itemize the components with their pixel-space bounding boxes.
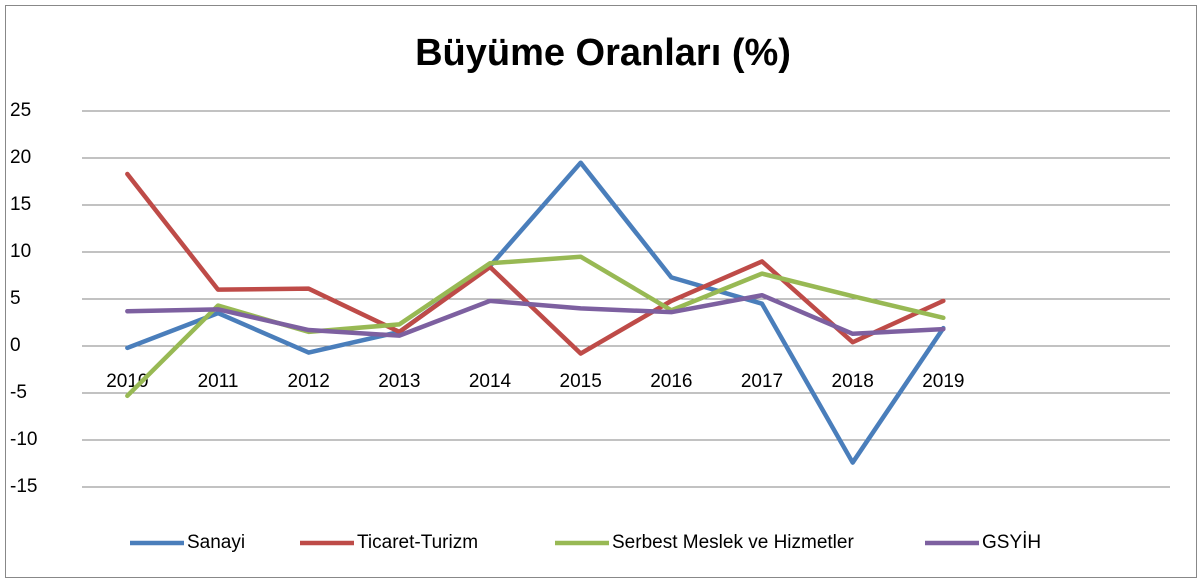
legend-label: Sanayi bbox=[187, 532, 245, 553]
y-tick-label: 20 bbox=[10, 147, 31, 168]
y-tick-label: 0 bbox=[10, 335, 21, 356]
x-tick-label: 2018 bbox=[832, 371, 874, 392]
y-tick-label: -10 bbox=[10, 429, 37, 450]
series-line bbox=[125, 160, 946, 465]
legend-label: Ticaret-Turizm bbox=[357, 532, 478, 553]
chart-border bbox=[5, 5, 1197, 578]
legend-label: GSYİH bbox=[982, 532, 1041, 553]
x-tick-label: 2013 bbox=[378, 371, 420, 392]
y-tick-label: 15 bbox=[10, 194, 31, 215]
y-tick-label: 10 bbox=[10, 241, 31, 262]
y-tick-label: -5 bbox=[10, 382, 27, 403]
x-tick-label: 2011 bbox=[198, 371, 239, 392]
legend-label: Serbest Meslek ve Hizmetler bbox=[612, 532, 854, 553]
x-tick-label: 2016 bbox=[650, 371, 692, 392]
y-tick-label: -15 bbox=[10, 476, 37, 497]
y-tick-label: 25 bbox=[10, 100, 31, 121]
series-line bbox=[125, 292, 946, 338]
y-tick-label: 5 bbox=[10, 288, 21, 309]
x-tick-label: 2012 bbox=[288, 371, 330, 392]
x-tick-label: 2017 bbox=[741, 371, 783, 392]
x-tick-label: 2014 bbox=[469, 371, 512, 392]
x-tick-label: 2019 bbox=[922, 371, 964, 392]
chart-title: Büyüme Oranları (%) bbox=[415, 32, 791, 74]
series-line bbox=[125, 171, 946, 356]
x-tick-label: 2015 bbox=[560, 371, 602, 392]
